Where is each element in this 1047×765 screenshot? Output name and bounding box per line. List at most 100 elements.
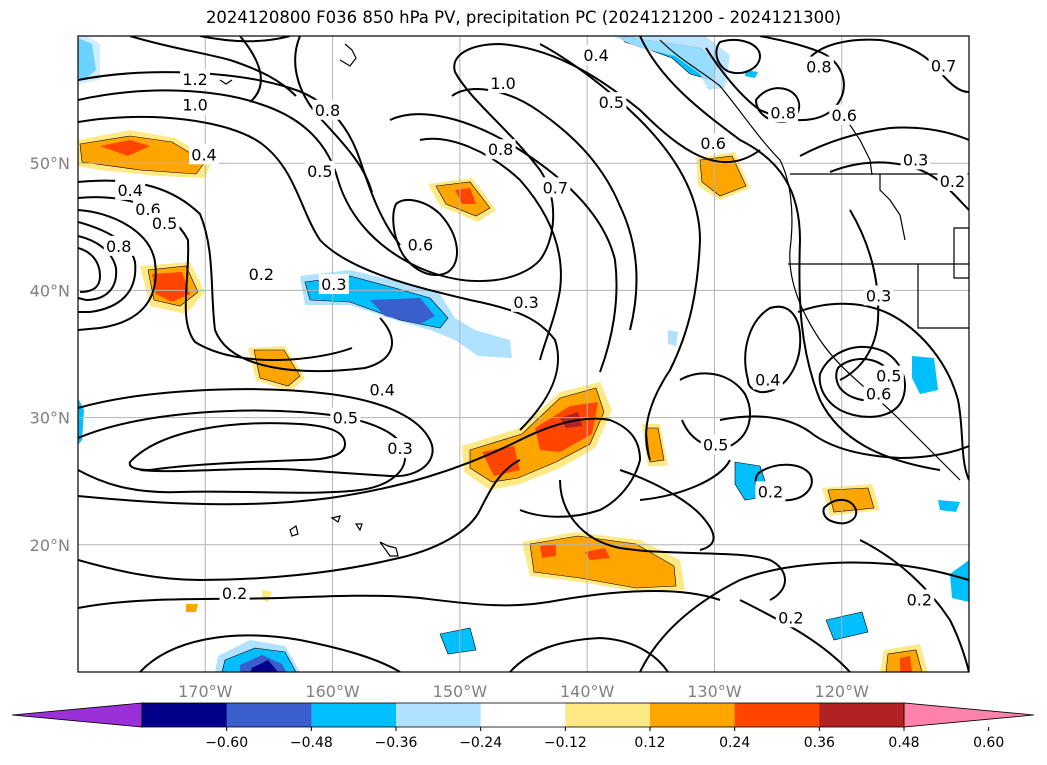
contour-label: 0.7 [543,178,568,197]
contour-label: 0.5 [307,162,332,181]
contour-label-bg [318,274,349,295]
contour-label-bg [180,94,211,115]
lon-tick-label: 130°W [687,682,742,701]
contour-label-bg [405,234,436,255]
contour-label-bg [803,56,834,77]
colorbar-segment [142,703,228,727]
colorbar-segment [650,703,736,727]
contour-label-bg [485,139,516,160]
colorbar-tick-label: −0.12 [544,735,587,751]
colorbar-extend-min [11,702,143,728]
contour-label: 0.2 [907,590,932,609]
contour-label-bg [189,144,220,165]
contour-label: 0.3 [321,275,346,294]
colorbar-tick-label: −0.36 [375,735,418,751]
contour-label-bg [312,99,343,120]
colorbar: −0.60 −0.48 −0.36 −0.24 −0.12 0.12 0.24 0.36 0.4… [11,702,1035,751]
contour-label: 0.4 [583,46,608,65]
contour-label-bg [768,102,799,123]
contour-label-bg [596,92,627,113]
colorbar-tick-label: 0.12 [634,735,665,751]
lat-tick-label: 30°N [30,409,70,428]
lon-tick-label: 170°W [178,682,233,701]
contour-label: 0.3 [903,150,928,169]
lon-tick-label: 150°W [433,682,488,701]
colorbar-segment [565,703,651,727]
contour-label: 0.8 [806,58,831,77]
lat-tick-label: 20°N [30,536,70,555]
contour-label-bg [180,69,211,90]
contour-label-bg [937,171,968,192]
contour-label-bg [752,369,783,390]
contour-label-bg [928,55,959,76]
contour-label-bg [330,407,361,428]
contour-label-bg [863,285,894,306]
contour-label: 0.3 [513,293,538,312]
longitude-tick-labels: 170°W 160°W 150°W 140°W 130°W 120°W [178,682,869,701]
contour-label-bg [700,434,731,455]
contour-label-bg [775,607,806,628]
contour-label: 0.3 [387,439,412,458]
contour-label: 0.6 [408,236,433,255]
colorbar-tick-label: 0.60 [973,735,1004,751]
contour-label: 0.5 [876,367,901,386]
contour-label: 0.5 [333,409,358,428]
map-frame [77,35,970,673]
pv-contour-labels: 1.21.0 0.80.40.50.40.60.50.80.20.30.61.00… [103,45,968,628]
contour-label-bg [873,365,904,386]
contour-label-bg [900,149,931,170]
contour-label-bg [304,160,335,181]
contour-label-bg [246,263,277,284]
contour-label-bg [581,45,612,66]
contour-label-bg [511,291,542,312]
contour-label: 0.3 [866,286,891,305]
contour-label: 0.7 [931,56,956,75]
contour-label: 0.4 [117,181,142,200]
contour-label: 0.4 [191,145,216,164]
contour-label: 0.5 [703,435,728,454]
colorbar-tick-label: −0.60 [205,735,248,751]
contour-label: 0.4 [369,381,394,400]
lat-tick-label: 50°N [30,154,70,173]
colorbar-tick-label: −0.48 [290,735,333,751]
contour-label-bg [540,177,571,198]
contour-label-bg [367,379,398,400]
colorbar-segment [396,703,482,727]
contour-label: 0.2 [249,265,274,284]
contour-label-bg [904,589,935,610]
contour-label: 0.8 [770,103,795,122]
colorbar-tick-label: −0.24 [459,735,502,751]
contour-label: 0.8 [315,101,340,120]
contour-label: 1.0 [182,96,207,115]
contour-label: 0.6 [832,106,857,125]
contour-label: 0.2 [758,482,783,501]
contour-label-bg [755,481,786,502]
contour-label-bg [219,583,250,604]
contour-label-bg [115,179,146,200]
colorbar-segment [311,703,397,727]
contour-label-bg [829,104,860,125]
contour-label: 1.0 [490,74,515,93]
chart-title: 2024120800 F036 850 hPa PV, precipitatio… [205,8,842,27]
pv-contours [78,36,969,672]
colorbar-segment [734,703,820,727]
map-gridlines [78,36,969,672]
colorbar-outline [141,702,905,728]
contour-label-bg [103,235,134,256]
colorbar-tick-label: 0.48 [888,735,919,751]
contour-label-bg [488,73,519,94]
contour-label-bg [863,383,894,404]
lon-tick-label: 140°W [560,682,615,701]
colorbar-extend-max [903,702,1035,728]
contour-label: 0.4 [755,370,780,389]
colorbar-tick-label: 0.24 [719,735,750,751]
lon-tick-label: 120°W [815,682,870,701]
latitude-tick-labels: 20°N 30°N 40°N 50°N [30,154,70,555]
contour-label: 0.8 [488,140,513,159]
contour-label: 0.8 [106,237,131,256]
colorbar-segment [226,703,312,727]
contour-label-bg [385,438,416,459]
contour-label: 0.5 [599,93,624,112]
contour-label: 0.6 [866,384,891,403]
